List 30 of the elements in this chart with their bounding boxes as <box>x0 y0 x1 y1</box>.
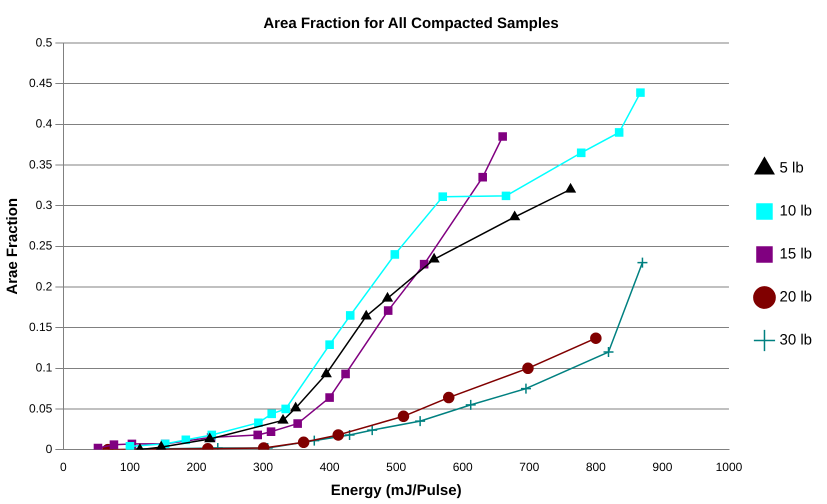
y-tick-label: 0 <box>46 442 53 456</box>
chart-title: Area Fraction for All Compacted Samples <box>263 15 559 32</box>
x-tick-label: 700 <box>519 460 540 474</box>
legend-label: 30 lb <box>779 332 812 349</box>
x-tick-label: 800 <box>586 460 606 474</box>
y-tick-label: 0.35 <box>28 157 53 172</box>
legend-label: 20 lb <box>779 288 812 306</box>
y-tick-label: 0.15 <box>28 320 53 334</box>
y-tick-label: 0.1 <box>36 360 53 375</box>
y-axis-title: Arae Fraction <box>4 198 22 295</box>
x-tick-label: 900 <box>652 460 673 474</box>
y-tick-label: 0.4 <box>36 116 53 131</box>
x-tick-label: 100 <box>120 460 140 474</box>
y-tick-label: 0.5 <box>36 35 53 50</box>
x-tick-label: 500 <box>386 460 406 474</box>
y-tick-label: 0.2 <box>36 279 53 294</box>
legend-label: 5 lb <box>779 160 804 177</box>
y-tick-label: 0.05 <box>28 401 53 416</box>
x-tick-label: 1000 <box>716 460 743 474</box>
x-tick-label: 600 <box>452 460 474 474</box>
x-tick-label: 400 <box>320 460 340 474</box>
x-tick-label: 200 <box>186 460 207 474</box>
y-tick-label: 0.45 <box>28 76 53 90</box>
y-tick-label: 0.3 <box>36 198 53 212</box>
x-axis-title: Energy (mJ/Pulse) <box>330 482 462 500</box>
x-tick-label: 300 <box>253 460 274 474</box>
x-tick-label: 0 <box>60 460 68 474</box>
legend-label: 10 lb <box>779 202 812 220</box>
y-tick-label: 0.25 <box>28 238 53 253</box>
legend-label: 15 lb <box>779 246 812 263</box>
